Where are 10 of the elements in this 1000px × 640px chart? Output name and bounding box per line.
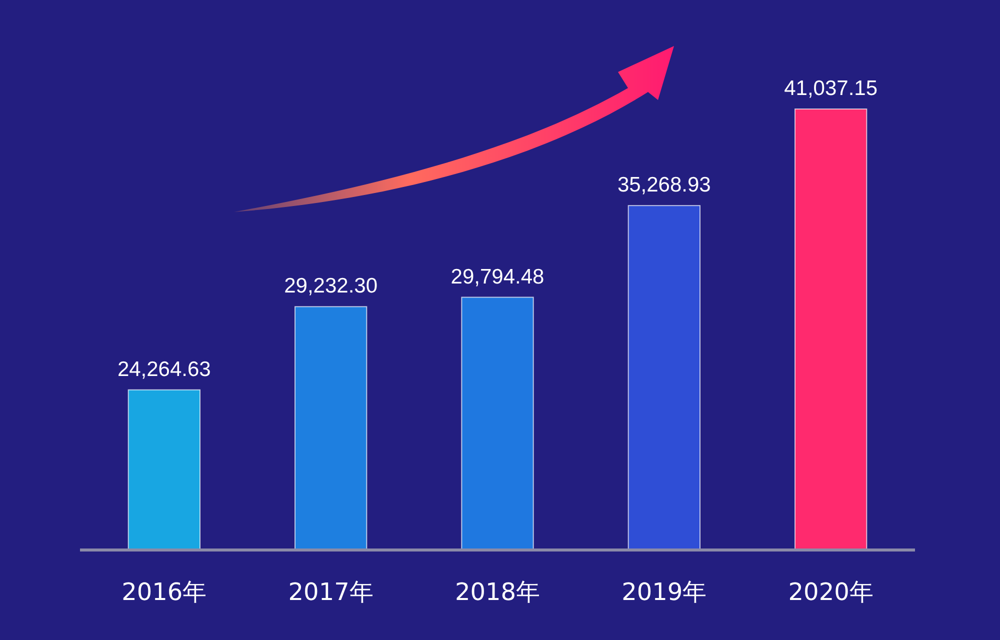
x-tick-label: 2020年: [788, 578, 874, 606]
x-tick-label: 2019年: [622, 578, 707, 606]
data-label: 24,264.63: [117, 358, 211, 381]
x-tick-label: 2018年: [454, 578, 540, 606]
data-label: 41,037.15: [784, 77, 878, 100]
data-label: 35,268.93: [617, 174, 711, 197]
data-label: 29,794.48: [450, 265, 544, 288]
data-label: 29,232.30: [284, 274, 378, 298]
x-tick-label: 2016年: [122, 578, 207, 606]
x-tick-label: 2017年: [288, 578, 374, 606]
